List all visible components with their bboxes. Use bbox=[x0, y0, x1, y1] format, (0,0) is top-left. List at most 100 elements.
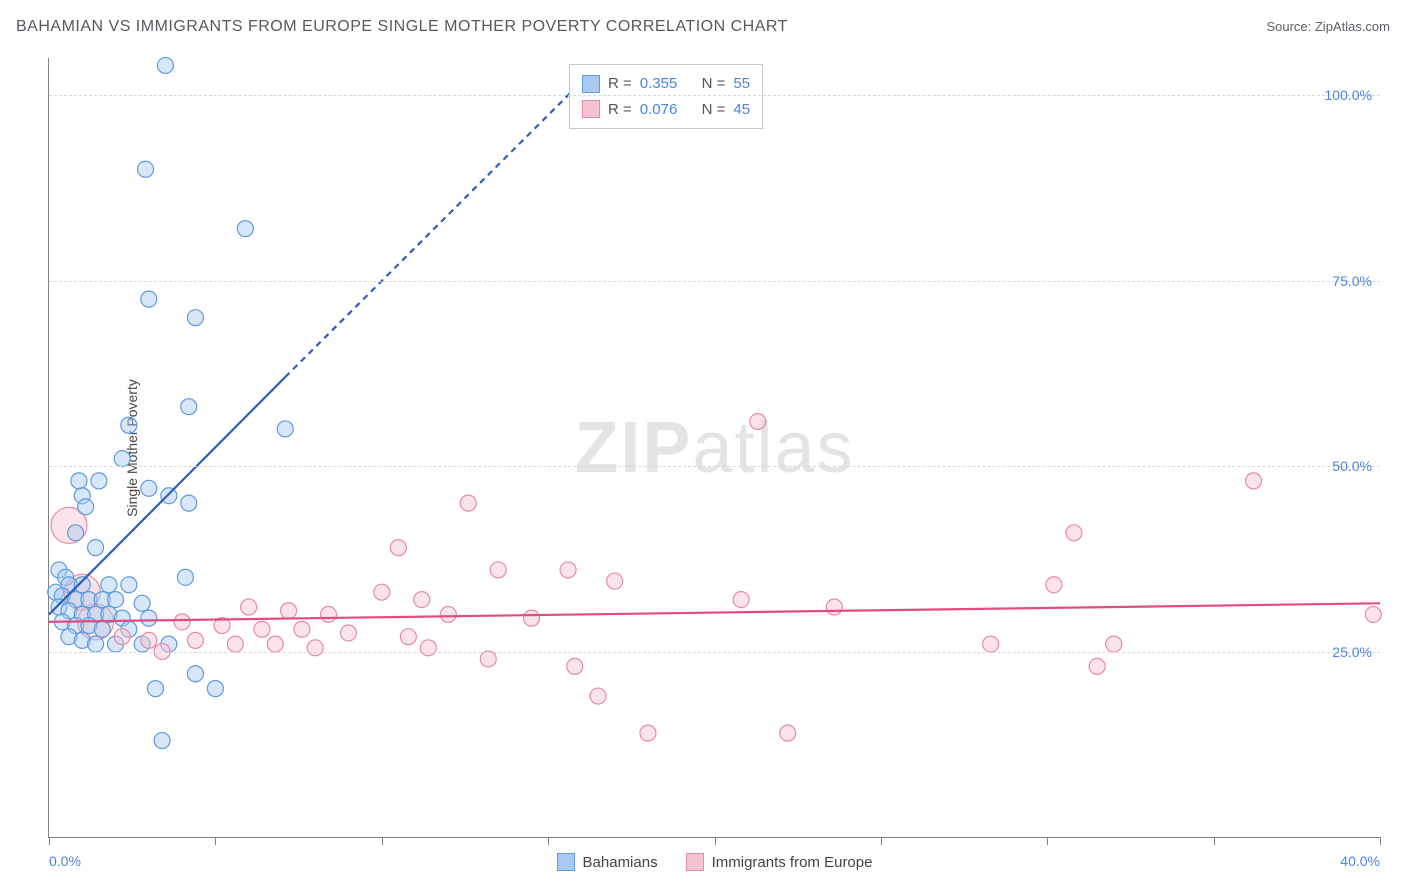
ytick-label: 75.0% bbox=[1332, 273, 1372, 289]
stats-row-europe: R = 0.076 N = 45 bbox=[582, 97, 750, 123]
source-label: Source: ZipAtlas.com bbox=[1266, 19, 1390, 34]
scatter-point bbox=[74, 577, 90, 593]
scatter-point bbox=[157, 57, 173, 73]
scatter-point bbox=[71, 473, 87, 489]
scatter-point bbox=[114, 451, 130, 467]
scatter-point bbox=[780, 725, 796, 741]
r-label-2: R = bbox=[608, 97, 632, 123]
n-value-europe: 45 bbox=[733, 97, 750, 123]
scatter-point bbox=[294, 621, 310, 637]
scatter-point bbox=[237, 221, 253, 237]
r-value-bahamians: 0.355 bbox=[640, 71, 678, 97]
scatter-point bbox=[281, 603, 297, 619]
scatter-point bbox=[141, 291, 157, 307]
scatter-point bbox=[390, 540, 406, 556]
scatter-point bbox=[374, 584, 390, 600]
r-value-europe: 0.076 bbox=[640, 97, 678, 123]
xtick-label: 0.0% bbox=[49, 853, 81, 869]
scatter-point bbox=[141, 480, 157, 496]
legend-label-europe: Immigrants from Europe bbox=[712, 854, 873, 871]
source-prefix: Source: bbox=[1266, 19, 1314, 34]
legend-swatch-bahamians bbox=[557, 853, 575, 871]
xtick bbox=[1047, 837, 1048, 845]
scatter-point bbox=[640, 725, 656, 741]
scatter-point bbox=[733, 592, 749, 608]
scatter-point bbox=[181, 399, 197, 415]
scatter-point bbox=[134, 595, 150, 611]
r-label-1: R = bbox=[608, 71, 632, 97]
scatter-point bbox=[560, 562, 576, 578]
scatter-point bbox=[826, 599, 842, 615]
stats-row-bahamians: R = 0.355 N = 55 bbox=[582, 71, 750, 97]
gridline-h bbox=[49, 95, 1380, 96]
scatter-point bbox=[137, 161, 153, 177]
scatter-point bbox=[108, 592, 124, 608]
scatter-point bbox=[307, 640, 323, 656]
scatter-point bbox=[1246, 473, 1262, 489]
legend-item-europe: Immigrants from Europe bbox=[686, 853, 873, 871]
scatter-point bbox=[400, 629, 416, 645]
xtick bbox=[1380, 837, 1381, 845]
gridline-h bbox=[49, 281, 1380, 282]
n-label-2: N = bbox=[702, 97, 726, 123]
xtick bbox=[715, 837, 716, 845]
scatter-point bbox=[340, 625, 356, 641]
scatter-point bbox=[480, 651, 496, 667]
ytick-label: 25.0% bbox=[1332, 644, 1372, 660]
scatter-point bbox=[187, 632, 203, 648]
scatter-point bbox=[187, 666, 203, 682]
swatch-bahamians bbox=[582, 75, 600, 93]
gridline-h bbox=[49, 652, 1380, 653]
scatter-point bbox=[420, 640, 436, 656]
legend-stats-box: R = 0.355 N = 55 R = 0.076 N = 45 bbox=[569, 64, 763, 129]
scatter-point bbox=[983, 636, 999, 652]
scatter-point bbox=[161, 488, 177, 504]
title-bar: BAHAMIAN VS IMMIGRANTS FROM EUROPE SINGL… bbox=[16, 18, 1390, 36]
scatter-point bbox=[1106, 636, 1122, 652]
legend-swatch-europe bbox=[686, 853, 704, 871]
plot-svg bbox=[49, 58, 1380, 837]
scatter-point bbox=[121, 577, 137, 593]
scatter-point bbox=[1046, 577, 1062, 593]
scatter-point bbox=[254, 621, 270, 637]
xtick-label: 40.0% bbox=[1340, 853, 1380, 869]
scatter-point bbox=[440, 606, 456, 622]
scatter-point bbox=[460, 495, 476, 511]
source-name: ZipAtlas.com bbox=[1315, 19, 1390, 34]
legend-item-bahamians: Bahamians bbox=[557, 853, 658, 871]
xtick bbox=[215, 837, 216, 845]
scatter-point bbox=[94, 621, 110, 637]
bottom-legend: Bahamians Immigrants from Europe bbox=[557, 853, 873, 871]
scatter-point bbox=[68, 525, 84, 541]
scatter-point bbox=[177, 569, 193, 585]
legend-label-bahamians: Bahamians bbox=[583, 854, 658, 871]
scatter-point bbox=[227, 636, 243, 652]
scatter-point bbox=[277, 421, 293, 437]
n-label-1: N = bbox=[702, 71, 726, 97]
n-value-bahamians: 55 bbox=[733, 71, 750, 97]
scatter-point bbox=[101, 577, 117, 593]
ytick-label: 100.0% bbox=[1325, 87, 1372, 103]
xtick bbox=[548, 837, 549, 845]
scatter-point bbox=[1066, 525, 1082, 541]
scatter-point bbox=[267, 636, 283, 652]
scatter-point bbox=[78, 499, 94, 515]
scatter-point bbox=[207, 681, 223, 697]
scatter-point bbox=[121, 417, 137, 433]
xtick bbox=[49, 837, 50, 845]
gridline-h bbox=[49, 466, 1380, 467]
xtick bbox=[382, 837, 383, 845]
scatter-point bbox=[147, 681, 163, 697]
xtick bbox=[1214, 837, 1215, 845]
xtick bbox=[881, 837, 882, 845]
scatter-point bbox=[141, 610, 157, 626]
chart-title: BAHAMIAN VS IMMIGRANTS FROM EUROPE SINGL… bbox=[16, 18, 788, 36]
scatter-point bbox=[141, 632, 157, 648]
scatter-point bbox=[590, 688, 606, 704]
scatter-point bbox=[154, 733, 170, 749]
scatter-point bbox=[241, 599, 257, 615]
scatter-point bbox=[181, 495, 197, 511]
scatter-point bbox=[414, 592, 430, 608]
scatter-point bbox=[490, 562, 506, 578]
scatter-point bbox=[321, 606, 337, 622]
